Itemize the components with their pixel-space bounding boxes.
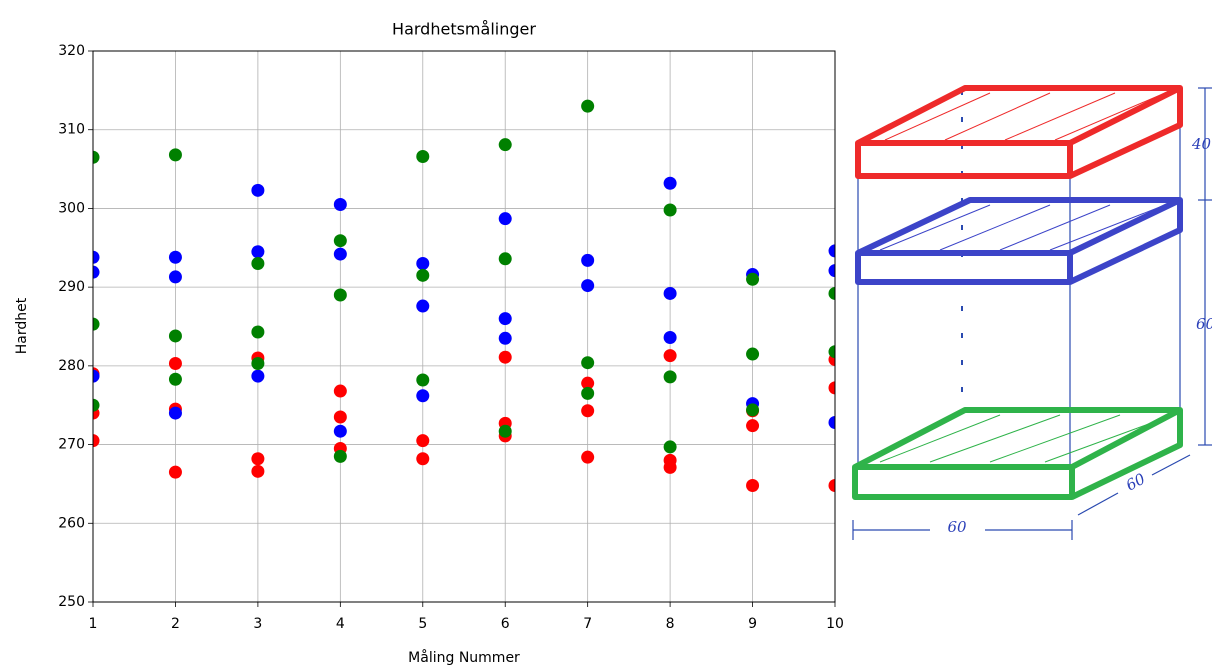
point bbox=[499, 312, 512, 325]
point bbox=[499, 138, 512, 151]
point bbox=[664, 461, 677, 474]
x-tick-label: 3 bbox=[253, 616, 262, 632]
point bbox=[251, 357, 264, 370]
point bbox=[581, 279, 594, 292]
x-axis-label: Måling Nummer bbox=[408, 649, 520, 666]
point bbox=[581, 404, 594, 417]
axes-frame bbox=[93, 51, 835, 602]
y-tick-label: 310 bbox=[58, 122, 85, 138]
point bbox=[334, 289, 347, 302]
point bbox=[416, 374, 429, 387]
x-tick-label: 8 bbox=[666, 616, 675, 632]
x-tick-label: 4 bbox=[336, 616, 345, 632]
point bbox=[746, 419, 759, 432]
point bbox=[169, 373, 182, 386]
page: Hardhetsmålinger Måling Nummer Hardhet bbox=[0, 0, 1212, 668]
y-tick-label: 280 bbox=[58, 358, 85, 374]
point bbox=[334, 234, 347, 247]
point bbox=[499, 332, 512, 345]
point bbox=[581, 387, 594, 400]
y-tick-label: 320 bbox=[58, 43, 85, 59]
point bbox=[334, 198, 347, 211]
dimension-label: 60 bbox=[947, 518, 967, 536]
point bbox=[746, 479, 759, 492]
point bbox=[499, 425, 512, 438]
point bbox=[499, 212, 512, 225]
point bbox=[746, 403, 759, 416]
x-tick-label: 10 bbox=[826, 616, 844, 632]
x-tick-label: 9 bbox=[748, 616, 757, 632]
point bbox=[251, 370, 264, 383]
point bbox=[664, 440, 677, 453]
point bbox=[499, 351, 512, 364]
y-tick-label: 290 bbox=[58, 279, 85, 295]
points bbox=[87, 100, 842, 492]
point bbox=[169, 270, 182, 283]
point bbox=[334, 411, 347, 424]
point bbox=[746, 348, 759, 361]
point bbox=[664, 370, 677, 383]
point bbox=[416, 257, 429, 270]
slab-diagram bbox=[853, 88, 1212, 540]
point bbox=[251, 465, 264, 478]
point bbox=[251, 257, 264, 270]
y-tick-label: 300 bbox=[58, 200, 85, 216]
x-tick-label: 1 bbox=[89, 616, 98, 632]
point bbox=[169, 148, 182, 161]
point bbox=[251, 184, 264, 197]
point bbox=[416, 434, 429, 447]
point bbox=[251, 326, 264, 339]
x-tick-label: 5 bbox=[418, 616, 427, 632]
y-tick-label: 250 bbox=[58, 594, 85, 610]
grid bbox=[93, 51, 835, 602]
y-tick-label: 260 bbox=[58, 515, 85, 531]
dimension-label: 60 bbox=[1196, 315, 1212, 333]
point bbox=[499, 252, 512, 265]
point bbox=[664, 204, 677, 217]
point bbox=[416, 269, 429, 282]
y-tick-label: 270 bbox=[58, 437, 85, 453]
x-tick-label: 6 bbox=[501, 616, 510, 632]
x-tick-label: 2 bbox=[171, 616, 180, 632]
point bbox=[334, 425, 347, 438]
point bbox=[169, 329, 182, 342]
point bbox=[416, 300, 429, 313]
x-tick-label: 7 bbox=[583, 616, 592, 632]
point bbox=[169, 466, 182, 479]
chart-title: Hardhetsmålinger bbox=[392, 20, 536, 39]
point bbox=[664, 177, 677, 190]
point bbox=[334, 248, 347, 261]
y-axis-label: Hardhet bbox=[14, 297, 30, 354]
point bbox=[416, 150, 429, 163]
point bbox=[251, 452, 264, 465]
point bbox=[416, 452, 429, 465]
point bbox=[169, 407, 182, 420]
point bbox=[746, 273, 759, 286]
point bbox=[334, 385, 347, 398]
point bbox=[581, 254, 594, 267]
point bbox=[581, 100, 594, 113]
point bbox=[664, 349, 677, 362]
point bbox=[416, 389, 429, 402]
point bbox=[251, 245, 264, 258]
point bbox=[581, 356, 594, 369]
point bbox=[581, 451, 594, 464]
point bbox=[169, 357, 182, 370]
point bbox=[169, 251, 182, 264]
point bbox=[334, 450, 347, 463]
point bbox=[664, 331, 677, 344]
point bbox=[664, 287, 677, 300]
dimension-label: 40 bbox=[1191, 135, 1212, 153]
